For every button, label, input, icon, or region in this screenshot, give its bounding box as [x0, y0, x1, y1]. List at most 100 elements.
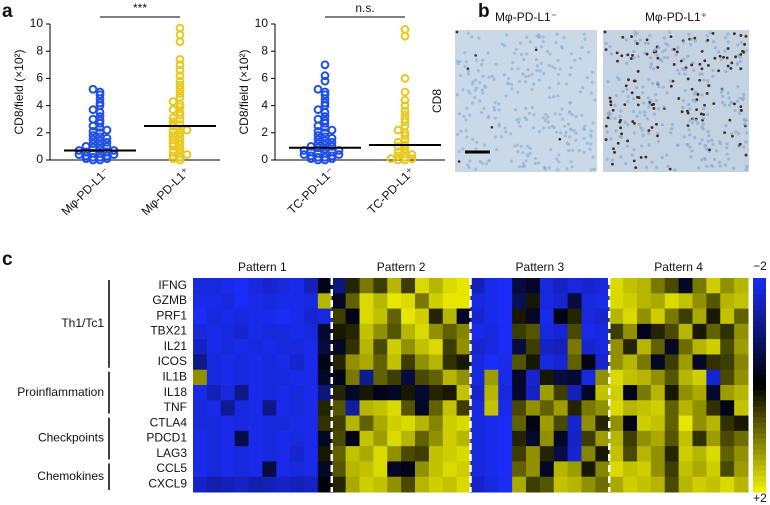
y-tick-label: 10 [30, 16, 44, 30]
cell [567, 148, 571, 153]
data-point [88, 135, 98, 145]
cell [649, 62, 654, 66]
cell [509, 132, 513, 136]
cell [589, 135, 593, 139]
heatmap-cell [484, 354, 499, 371]
heatmap-cell [595, 446, 610, 462]
cell [487, 158, 492, 163]
heatmap-cell [248, 369, 263, 386]
heatmap-cell [304, 339, 319, 355]
cell [624, 161, 628, 166]
heatmap-cell [304, 430, 319, 447]
heatmap-cell [678, 369, 693, 386]
data-point [168, 113, 178, 123]
heatmap-cell [664, 278, 680, 294]
data-point [175, 93, 185, 102]
heatmap-cell [456, 323, 471, 340]
heatmap-cell [304, 354, 319, 371]
cell [572, 129, 576, 133]
cell [554, 41, 558, 45]
heatmap-cell [456, 278, 471, 294]
cd8-cell [717, 69, 720, 73]
cd8-cell [675, 50, 679, 54]
heatmap-cell [317, 278, 333, 294]
data-point [400, 25, 410, 34]
heatmap-cell [567, 323, 582, 340]
cd8-cell [712, 102, 716, 106]
cell [530, 72, 534, 77]
cell [723, 36, 728, 40]
cell [642, 110, 647, 114]
cell [641, 91, 645, 95]
heatmap-cell [373, 415, 388, 432]
cell [655, 53, 659, 57]
cell [640, 144, 644, 148]
heatmap-cell [248, 400, 263, 417]
heatmap-cell [359, 430, 374, 447]
data-point [175, 54, 185, 64]
cd8-cell [726, 47, 730, 50]
data-point [175, 108, 185, 117]
cell [736, 144, 741, 148]
cell [499, 135, 504, 139]
cell [738, 111, 742, 116]
heatmap-cell [692, 385, 707, 401]
heatmap-cell [428, 415, 444, 432]
heatmap-cell [581, 446, 596, 462]
row-group-label: Chemokines [37, 469, 104, 483]
cell [493, 116, 498, 120]
cell [591, 121, 595, 125]
data-point [88, 84, 98, 94]
heatmap-cell [637, 278, 652, 294]
colorbar-step [753, 449, 766, 456]
heatmap-cell [567, 385, 582, 401]
cd8-cell [639, 156, 643, 159]
cell [581, 85, 585, 90]
data-point [400, 101, 410, 110]
cell [649, 99, 653, 103]
cell [518, 41, 523, 45]
heatmap-cell [539, 385, 555, 401]
heatmap-cell [317, 415, 333, 432]
cell [724, 163, 728, 167]
heatmap-cell [401, 308, 416, 325]
cell [719, 58, 724, 62]
data-point [313, 114, 323, 124]
cell [604, 41, 608, 45]
cell [567, 142, 571, 146]
heatmap-cell [609, 415, 624, 432]
colorbar-step [753, 278, 766, 284]
heatmap-cell [678, 400, 693, 417]
cell [482, 106, 486, 111]
cell [502, 73, 507, 77]
heatmap-cell [664, 293, 680, 310]
cell [468, 91, 472, 95]
cd8-cell [620, 132, 623, 136]
cell [466, 72, 471, 76]
cell [567, 111, 572, 115]
heatmap-cell [637, 461, 652, 478]
heatmap-cell [623, 400, 638, 417]
heatmap-cell [637, 354, 652, 371]
cell [568, 73, 572, 77]
cell [701, 122, 705, 126]
cell [574, 138, 578, 142]
heatmap-cell [720, 476, 735, 493]
cell [468, 159, 472, 163]
heatmap-cell [692, 354, 707, 371]
heatmap-cell [637, 385, 652, 401]
cell [466, 69, 470, 73]
heatmap-cell [498, 293, 513, 310]
cell [574, 131, 578, 135]
cell [690, 149, 694, 153]
heatmap-cell [734, 323, 749, 340]
row-label: CTLA4 [150, 415, 188, 429]
heatmap-cell [581, 278, 596, 294]
colorbar-step [753, 342, 766, 349]
heatmap-cell [193, 339, 208, 355]
cell [552, 125, 556, 130]
heatmap-cell [706, 385, 721, 401]
heatmap-cell [359, 278, 374, 294]
cell [463, 64, 467, 68]
cd8-cell [732, 32, 736, 36]
